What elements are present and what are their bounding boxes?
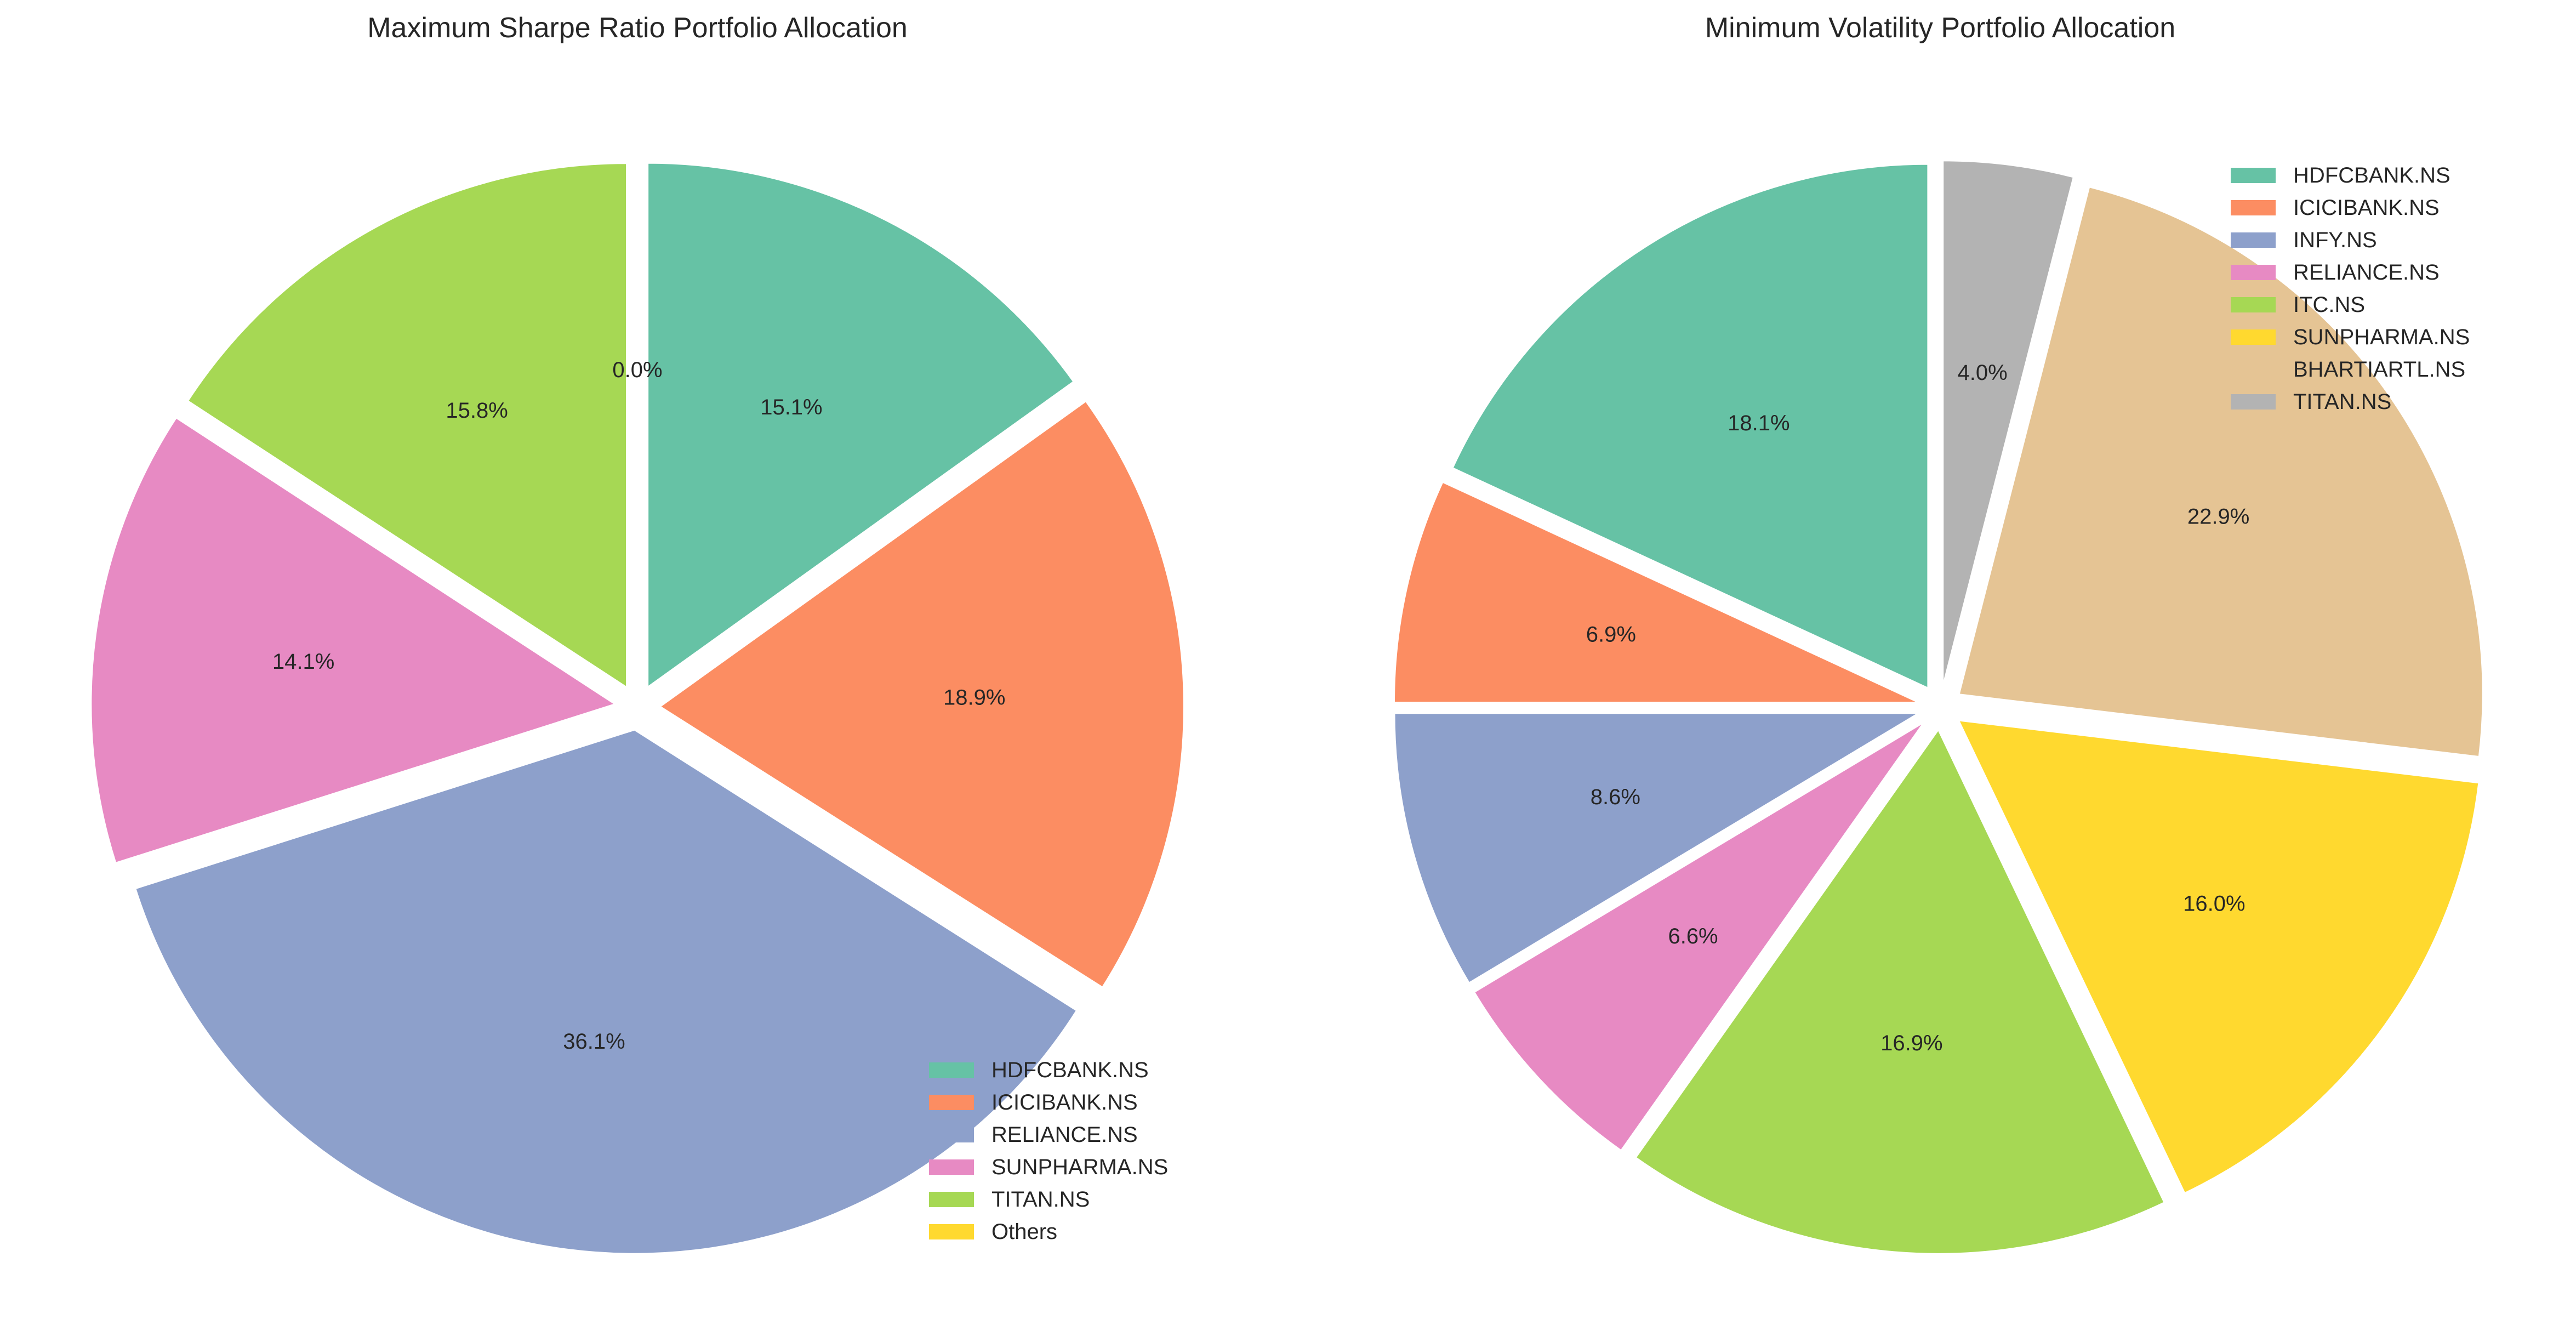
pie-slice-icicibank-ns: [1393, 481, 1918, 703]
min-volatility-percent-labels: 18.1% 6.9% 8.6% 6.6% 16.9% 16.0% 22.9% 4.0%: [1586, 361, 2249, 1055]
legend-label-reliance-ns: RELIANCE.NS: [991, 1123, 1138, 1147]
legend-label-reliance-ns: RELIANCE.NS: [2293, 260, 2440, 285]
pie-slice-icicibank-ns: [659, 400, 1184, 988]
percent-label-hdfcbank-ns: 15.1%: [760, 395, 822, 419]
percent-label-infy-ns: 8.6%: [1591, 785, 1640, 809]
pie-slice-sunpharma-ns: [90, 417, 616, 863]
legend-swatch-infy-ns: [2231, 232, 2276, 248]
legend-swatch-reliance-ns: [2231, 265, 2276, 280]
legend-swatch-sunpharma-ns: [2231, 329, 2276, 345]
percent-label-itc-ns: 16.9%: [1880, 1031, 1942, 1055]
pie-slice-bhartiartl-ns: [1958, 186, 2483, 758]
percent-label-icicibank-ns: 18.9%: [943, 686, 1005, 710]
min-volatility-chart-title: Minimum Volatility Portfolio Allocation: [1705, 12, 2175, 44]
legend-label-infy-ns: INFY.NS: [2293, 228, 2377, 252]
percent-label-reliance-ns: 6.6%: [1668, 924, 1718, 948]
min-volatility-pie-chart: Minimum Volatility Portfolio Allocation …: [1393, 12, 2483, 1254]
legend-label-bhartiartl-ns: BHARTIARTL.NS: [2293, 357, 2465, 382]
legend-label-others: Others: [991, 1220, 1057, 1244]
legend-label-icicibank-ns: ICICIBANK.NS: [2293, 196, 2440, 220]
pie-slice-titan-ns: [187, 163, 627, 688]
max-sharpe-legend: HDFCBANK.NS ICICIBANK.NS RELIANCE.NS SUNPHA…: [929, 1058, 1168, 1244]
pie-slice-hdfcbank-ns: [647, 162, 1074, 688]
legend-label-titan-ns: TITAN.NS: [2293, 390, 2391, 414]
percent-label-titan-ns: 4.0%: [1957, 361, 2007, 385]
min-volatility-slices: [1393, 160, 2483, 1254]
legend-swatch-titan-ns: [2231, 394, 2276, 410]
percent-label-icicibank-ns: 6.9%: [1586, 623, 1636, 647]
legend-swatch-bhartiartl-ns: [2231, 362, 2276, 377]
legend-label-icicibank-ns: ICICIBANK.NS: [991, 1090, 1138, 1114]
legend-swatch-reliance-ns: [929, 1127, 974, 1142]
percent-label-sunpharma-ns: 14.1%: [272, 650, 334, 674]
pie-slice-itc-ns: [1635, 729, 2165, 1254]
max-sharpe-pie-chart: Maximum Sharpe Ratio Portfolio Allocatio…: [90, 12, 1184, 1254]
min-volatility-legend: HDFCBANK.NS ICICIBANK.NS INFY.NS RELIANCE.N…: [2231, 163, 2470, 414]
max-sharpe-chart-title: Maximum Sharpe Ratio Portfolio Allocatio…: [367, 12, 908, 44]
pie-slice-reliance-ns: [135, 729, 1078, 1254]
pie-slice-sunpharma-ns: [1958, 720, 2480, 1194]
percent-label-others: 0.0%: [612, 358, 662, 382]
legend-label-hdfcbank-ns: HDFCBANK.NS: [2293, 163, 2450, 187]
legend-swatch-icicibank-ns: [929, 1095, 974, 1110]
pie-slice-reliance-ns: [1473, 722, 1924, 1151]
legend-swatch-titan-ns: [929, 1192, 974, 1207]
legend-swatch-itc-ns: [2231, 297, 2276, 312]
pie-slice-infy-ns: [1394, 713, 1920, 983]
legend-label-sunpharma-ns: SUNPHARMA.NS: [991, 1155, 1168, 1179]
legend-label-hdfcbank-ns: HDFCBANK.NS: [991, 1058, 1149, 1082]
legend-label-itc-ns: ITC.NS: [2293, 293, 2365, 317]
pie-slice-titan-ns: [1942, 160, 2074, 685]
percent-label-sunpharma-ns: 16.0%: [2183, 891, 2245, 915]
percent-label-reliance-ns: 36.1%: [563, 1030, 625, 1054]
max-sharpe-percent-labels: 15.1% 18.9% 36.1% 14.1% 15.8% 0.0%: [272, 358, 1006, 1054]
max-sharpe-slices: [90, 162, 1184, 1254]
legend-swatch-hdfcbank-ns: [929, 1062, 974, 1078]
pie-slice-hdfcbank-ns: [1452, 163, 1929, 689]
percent-label-titan-ns: 15.8%: [446, 399, 508, 423]
percent-label-hdfcbank-ns: 18.1%: [1728, 411, 1789, 435]
legend-swatch-others: [929, 1224, 974, 1239]
percent-label-bhartiartl-ns: 22.9%: [2187, 505, 2249, 529]
legend-swatch-sunpharma-ns: [929, 1159, 974, 1175]
legend-label-titan-ns: TITAN.NS: [991, 1187, 1090, 1212]
legend-swatch-icicibank-ns: [2231, 200, 2276, 215]
legend-swatch-hdfcbank-ns: [2231, 168, 2276, 183]
legend-label-sunpharma-ns: SUNPHARMA.NS: [2293, 325, 2470, 349]
